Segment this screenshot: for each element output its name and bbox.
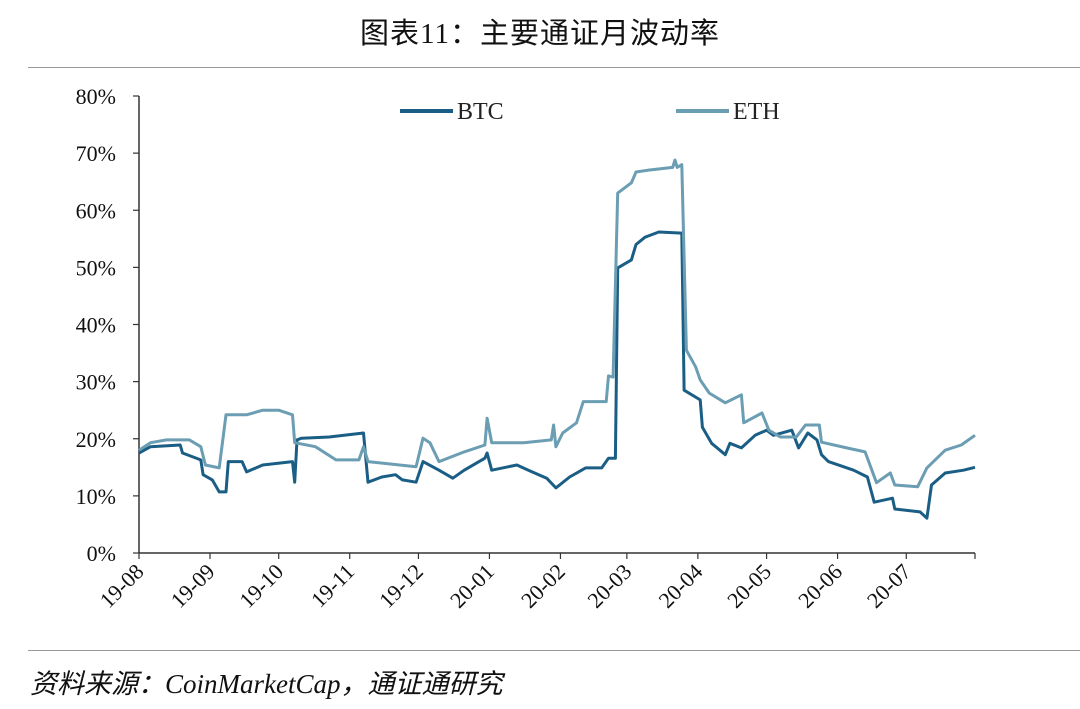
series-lines [138,158,976,520]
x-tick-label: 20-06 [793,559,847,613]
legend-label-btc: BTC [457,99,504,125]
x-tick-label: 20-04 [653,559,707,613]
y-tick-label: 10% [76,484,116,509]
x-tick-label: 19-10 [234,559,288,613]
x-tick-label: 20-03 [582,559,636,613]
y-tick-label: 80% [76,84,116,109]
legend-label-eth: ETH [733,99,780,125]
series-line-btc [138,230,976,520]
footer-divider [28,650,1080,651]
x-tick-label: 20-05 [722,559,776,613]
x-tick-label: 19-12 [374,559,428,613]
y-tick-label: 70% [76,141,116,166]
x-tick-label: 19-11 [306,559,359,612]
y-tick-label: 60% [76,198,116,223]
y-tick-label: 30% [76,370,116,395]
y-tick-label: 40% [76,313,116,338]
y-tick-label: 20% [76,427,116,452]
chart-title: 图表11：主要通证月波动率 [360,18,720,50]
series-line-eth [138,158,976,489]
x-tick-label: 19-09 [166,559,220,613]
x-tick-label: 20-01 [445,559,499,613]
x-tick-label: 19-08 [95,559,149,613]
axes: 0% 10% 20% 30% 40% 50% 60% 70% 80% 19-08 19-09 19-1… [76,84,976,613]
source-note: 资料来源：CoinMarketCap，通证通研究 [30,669,503,699]
x-tick-label: 20-07 [862,559,916,613]
volatility-line-chart: 0% 10% 20% 30% 40% 50% 60% 70% 80% 19-08 19-09 19-1… [76,84,976,613]
legend: BTC ETH [400,99,780,125]
x-tick-label: 20-02 [516,559,570,613]
title-divider [28,67,1080,68]
y-tick-label: 50% [76,255,116,280]
y-tick-label: 0% [87,541,116,566]
